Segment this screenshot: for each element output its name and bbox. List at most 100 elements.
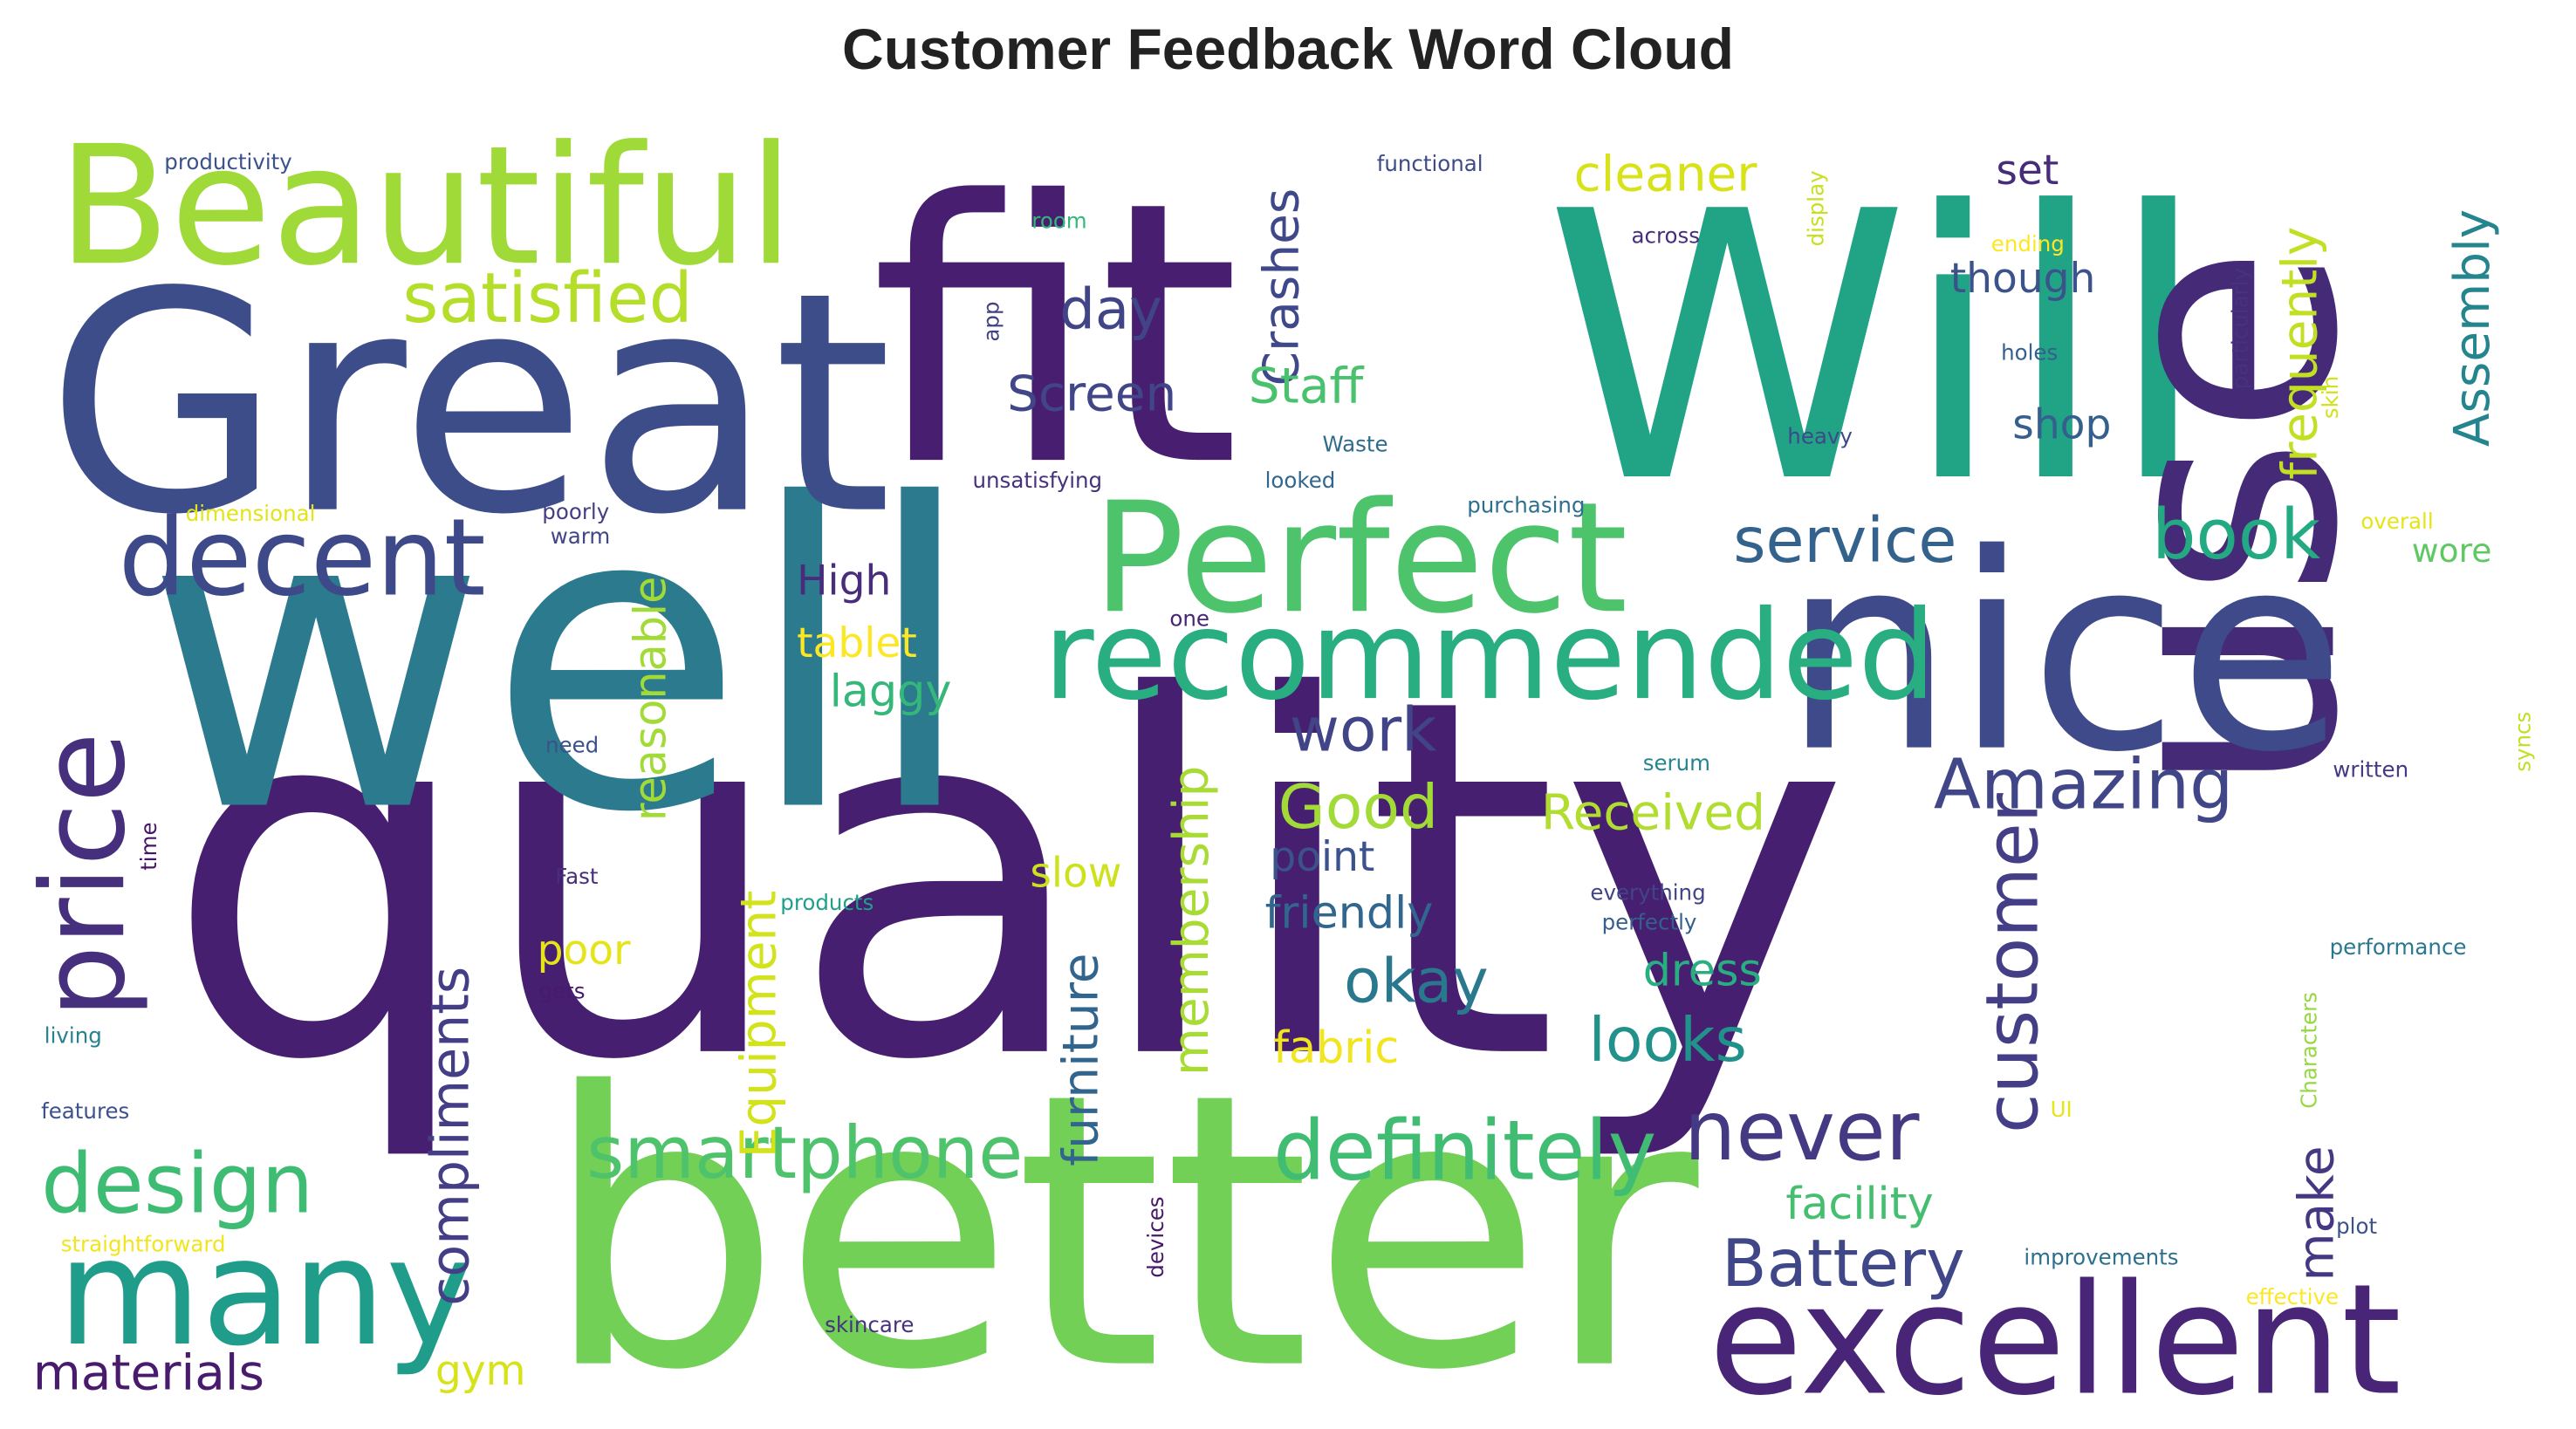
word-written: written: [2333, 757, 2408, 783]
word-skin: skin: [2318, 376, 2343, 419]
word-great: Great: [46, 229, 893, 582]
word-unsatisfying: unsatisfying: [973, 468, 1103, 493]
word-okay: okay: [1344, 946, 1489, 1016]
word-smartphone: smartphone: [586, 1111, 1023, 1195]
word-products: products: [780, 890, 874, 915]
word-room: room: [1031, 209, 1086, 234]
word-slow: slow: [1030, 850, 1121, 898]
word-definitely: definitely: [1273, 1104, 1656, 1200]
word-time: time: [136, 822, 161, 870]
word-plot: plot: [2336, 1214, 2377, 1239]
word-decent: decent: [119, 496, 486, 620]
word-dimensional: dimensional: [186, 501, 316, 526]
word-quality: quality: [164, 595, 1850, 1168]
word-gym: gym: [435, 1347, 526, 1395]
word-functional: functional: [1377, 151, 1483, 176]
word-skincare: skincare: [825, 1312, 914, 1337]
word-good: Good: [1278, 772, 1439, 843]
word-improvements: improvements: [2024, 1245, 2178, 1270]
word-friendly: friendly: [1265, 887, 1434, 939]
word-perfectly: perfectly: [1602, 910, 1697, 935]
word-app: app: [979, 301, 1004, 341]
word-living: living: [45, 1023, 102, 1049]
word-price: price: [17, 732, 151, 1018]
word-one: one: [1169, 605, 1209, 631]
word-poor: poor: [538, 926, 632, 974]
word-everything: everything: [1590, 880, 1705, 906]
word-furniture: furniture: [1053, 954, 1110, 1166]
word-fit: fit: [871, 125, 1240, 545]
word-service: service: [1733, 504, 1956, 577]
word-devices: devices: [1143, 1196, 1168, 1277]
word-serum: serum: [1643, 750, 1710, 776]
word-book: book: [2152, 495, 2320, 575]
word-day: day: [1059, 278, 1162, 343]
word-point: point: [1270, 833, 1374, 881]
word-fast: Fast: [555, 864, 599, 889]
word-performance: performance: [2330, 934, 2467, 960]
word-effective: effective: [2246, 1284, 2339, 1309]
word-use: use: [2044, 244, 2407, 797]
word-assembly: Assembly: [2444, 209, 2501, 447]
word-dress: dress: [1643, 945, 1762, 996]
word-gets: gets: [539, 979, 586, 1004]
word-purchasing: purchasing: [1467, 492, 1585, 517]
word-fabric: fabric: [1273, 1022, 1399, 1073]
word-heavy: heavy: [1787, 423, 1853, 448]
word-productivity: productivity: [164, 149, 291, 174]
word-tablet: tablet: [797, 619, 917, 667]
word-looks: looks: [1589, 1005, 1747, 1076]
word-customer: customer: [1970, 792, 2055, 1133]
word-laggy: laggy: [830, 666, 952, 717]
word-poorly: poorly: [542, 499, 609, 524]
word-though: though: [1950, 255, 2096, 303]
word-ending: ending: [1991, 231, 2065, 256]
word-excellent: excellent: [1709, 1252, 2401, 1429]
word-features: features: [41, 1098, 129, 1124]
word-screen: Screen: [1007, 366, 1176, 423]
word-perfect: Perfect: [1093, 469, 1627, 647]
word-satisfied: satisfied: [402, 258, 693, 338]
word-membership: membership: [1163, 766, 1220, 1077]
word-beautiful: Beautiful: [58, 111, 794, 302]
word-make: make: [2288, 1145, 2345, 1281]
word-design: design: [41, 1137, 313, 1232]
word-high: High: [797, 557, 891, 605]
word-display: display: [1804, 170, 1829, 246]
word-ui: UI: [2051, 1097, 2072, 1122]
word-recommended: recommended: [1044, 585, 1936, 728]
word-crashes: Crashes: [1253, 188, 1310, 386]
word-better: better: [542, 1014, 1702, 1429]
word-nice: nice: [1783, 497, 2346, 812]
word-syncs: syncs: [2510, 712, 2535, 772]
word-equipment: Equipment: [731, 891, 788, 1159]
word-many: many: [58, 1207, 473, 1378]
word-set: set: [1996, 147, 2059, 195]
word-shop: shop: [2012, 401, 2111, 449]
word-particularly: particularly: [2228, 268, 2253, 389]
word-wore: wore: [2412, 531, 2492, 570]
word-need: need: [545, 732, 599, 757]
word-waste: Waste: [1323, 432, 1388, 457]
word-straightforward: straightforward: [61, 1232, 226, 1257]
word-amazing: Amazing: [1934, 744, 2233, 824]
word-looked: looked: [1265, 468, 1336, 493]
chart-title: Customer Feedback Word Cloud: [842, 17, 1734, 81]
word-materials: materials: [33, 1345, 264, 1402]
word-overall: overall: [2360, 509, 2433, 534]
word-frequently: frequently: [2272, 227, 2329, 480]
word-well: well: [145, 417, 978, 905]
word-received: Received: [1541, 785, 1765, 842]
word-holes: holes: [2001, 339, 2058, 365]
word-characters: Characters: [2297, 992, 2322, 1109]
word-will: Will: [1545, 133, 2210, 564]
word-work: work: [1290, 694, 1437, 765]
word-across: across: [1632, 223, 1701, 249]
word-reasonable: reasonable: [625, 577, 676, 822]
word-never: never: [1684, 1084, 1920, 1179]
word-facility: facility: [1785, 1178, 1933, 1229]
word-staff: Staff: [1249, 358, 1365, 414]
word-battery: Battery: [1722, 1225, 1965, 1302]
word-compliments: compliments: [421, 967, 482, 1306]
